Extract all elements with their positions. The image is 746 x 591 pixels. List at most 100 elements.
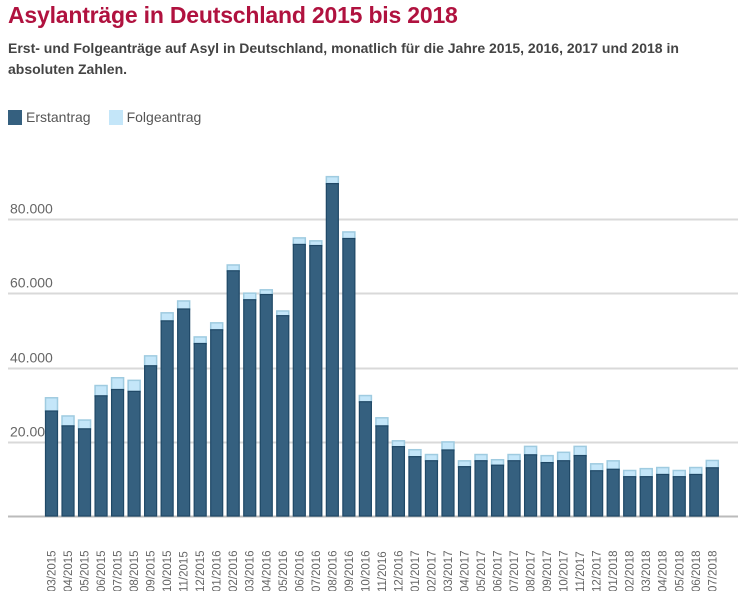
bar-group[interactable] [193,336,207,517]
bar-erstantrag[interactable] [672,476,686,517]
bar-erstantrag[interactable] [474,460,488,517]
bar-group[interactable] [622,469,637,517]
bar-group[interactable] [639,467,653,517]
bar-erstantrag[interactable] [160,320,174,517]
bar-folgeantrag[interactable] [77,419,92,431]
bar-group[interactable] [325,175,340,517]
bar-group[interactable] [556,451,571,517]
bar-erstantrag[interactable] [243,299,257,517]
bar-group[interactable] [77,419,92,517]
bar-folgeantrag[interactable] [160,312,174,323]
bar-folgeantrag[interactable] [556,451,571,462]
bar-group[interactable] [61,415,75,517]
bar-group[interactable] [94,384,108,517]
bar-group[interactable] [143,355,158,517]
bar-group[interactable] [358,394,373,517]
bar-erstantrag[interactable] [424,460,439,517]
bar-folgeantrag[interactable] [441,441,455,452]
bar-folgeantrag[interactable] [408,448,422,458]
bar-erstantrag[interactable] [259,293,273,517]
bar-group[interactable] [160,312,174,517]
bar-group[interactable] [705,459,720,517]
bar-erstantrag[interactable] [540,461,554,517]
bar-erstantrag[interactable] [325,182,339,517]
bar-erstantrag[interactable] [358,401,372,517]
bar-folgeantrag[interactable] [523,445,538,457]
bar-group[interactable] [342,231,356,517]
bar-erstantrag[interactable] [61,425,75,517]
bar-erstantrag[interactable] [573,454,587,517]
bar-erstantrag[interactable] [689,473,703,517]
bar-group[interactable] [457,460,472,517]
bar-folgeantrag[interactable] [573,445,587,457]
bar-group[interactable] [441,441,455,517]
bar-group[interactable] [44,397,59,517]
bar-group[interactable] [209,322,224,517]
bar-erstantrag[interactable] [639,476,653,517]
bar-erstantrag[interactable] [110,388,125,517]
bar-erstantrag[interactable] [210,329,224,517]
bar-folgeantrag[interactable] [655,466,670,476]
bar-folgeantrag[interactable] [44,397,59,413]
bar-group[interactable] [242,292,257,517]
bar-folgeantrag[interactable] [375,417,389,428]
bar-group[interactable] [391,440,406,517]
bar-group[interactable] [540,454,554,517]
bar-group[interactable] [490,458,505,517]
bar-erstantrag[interactable] [342,237,356,517]
bar-group[interactable] [292,237,307,517]
bar-group[interactable] [226,264,240,517]
bar-erstantrag[interactable] [523,454,538,517]
bar-group[interactable] [309,240,323,517]
bar-erstantrag[interactable] [623,476,637,517]
bar-group[interactable] [127,379,141,517]
bar-group[interactable] [606,460,620,517]
bar-folgeantrag[interactable] [110,376,125,391]
bar-group[interactable] [259,289,274,517]
bar-group[interactable] [424,453,439,517]
bar-folgeantrag[interactable] [689,466,703,476]
bar-erstantrag[interactable] [656,473,670,517]
bar-folgeantrag[interactable] [94,384,108,398]
bar-folgeantrag[interactable] [61,415,75,428]
bar-erstantrag[interactable] [507,460,521,517]
bar-folgeantrag[interactable] [639,467,653,478]
bar-erstantrag[interactable] [309,244,323,517]
bar-erstantrag[interactable] [441,449,455,517]
bar-erstantrag[interactable] [77,428,92,517]
bar-group[interactable] [507,453,521,517]
bar-folgeantrag[interactable] [209,322,224,332]
bar-folgeantrag[interactable] [606,460,620,471]
legend-item-erstantrag[interactable]: Erstantrag [8,109,91,125]
bar-folgeantrag[interactable] [325,175,340,185]
bar-folgeantrag[interactable] [540,454,554,464]
bar-group[interactable] [672,469,687,517]
bar-erstantrag[interactable] [144,365,158,517]
bar-folgeantrag[interactable] [143,355,158,367]
bar-erstantrag[interactable] [705,467,719,517]
bar-erstantrag[interactable] [292,243,306,517]
bar-erstantrag[interactable] [375,425,389,517]
bar-group[interactable] [523,445,538,517]
bar-erstantrag[interactable] [490,464,505,517]
bar-group[interactable] [176,300,191,517]
bar-erstantrag[interactable] [408,456,422,517]
legend-item-folgeantrag[interactable]: Folgeantrag [108,109,201,125]
bar-erstantrag[interactable] [557,460,571,517]
bar-erstantrag[interactable] [193,342,207,517]
bar-erstantrag[interactable] [606,468,620,517]
bar-erstantrag[interactable] [590,470,604,517]
bar-group[interactable] [655,466,670,517]
bar-group[interactable] [408,448,422,517]
bar-group[interactable] [474,453,488,517]
bar-group[interactable] [110,376,125,517]
bar-group[interactable] [589,463,604,517]
bar-group[interactable] [375,417,389,517]
bar-erstantrag[interactable] [391,446,406,517]
bar-erstantrag[interactable] [276,315,290,517]
bar-erstantrag[interactable] [177,308,191,517]
bar-erstantrag[interactable] [457,466,472,517]
bar-erstantrag[interactable] [226,270,240,517]
bar-group[interactable] [276,310,290,517]
bar-group[interactable] [573,445,587,517]
